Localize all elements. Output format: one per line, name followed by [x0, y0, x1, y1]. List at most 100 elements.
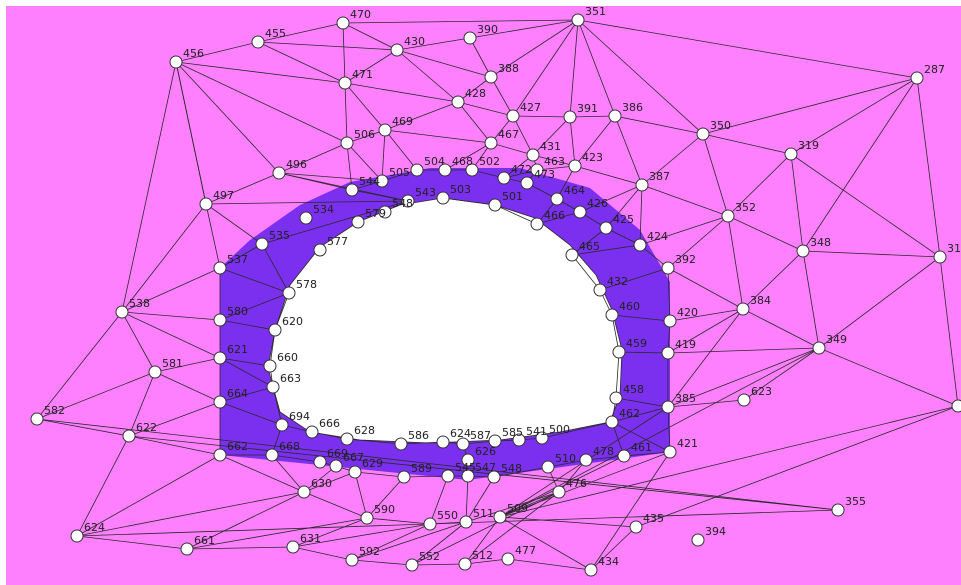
mesh-edge — [465, 475, 469, 523]
mesh-edge — [590, 526, 637, 571]
mesh-node-label: 506 — [354, 128, 375, 141]
mesh-edge — [154, 371, 221, 403]
mesh-edge — [396, 37, 471, 51]
mesh-edge — [128, 435, 839, 511]
mesh-node — [70, 529, 84, 543]
mesh-node — [737, 393, 751, 407]
mesh-edge — [186, 491, 305, 550]
mesh-edge — [623, 451, 671, 457]
mesh-edge — [384, 101, 459, 131]
mesh-node — [465, 163, 479, 177]
mesh-node — [608, 109, 622, 123]
mesh-edge — [36, 371, 156, 420]
mesh-node-label: 592 — [359, 545, 380, 558]
mesh-node-label: 465 — [579, 240, 600, 253]
mesh-edge — [384, 129, 492, 144]
mesh-node — [831, 503, 845, 517]
mesh-edge — [499, 516, 637, 528]
mesh-node-label: 458 — [623, 383, 644, 396]
mesh-edge — [569, 116, 576, 167]
mesh-node — [297, 485, 311, 499]
mesh-edge — [175, 61, 280, 174]
mesh-edge — [611, 421, 671, 453]
mesh-node — [451, 95, 465, 109]
mesh-node-label: 630 — [311, 477, 332, 490]
mesh-node-label: 424 — [647, 230, 668, 243]
mesh-node-label: 534 — [313, 203, 334, 216]
mesh-node-label: 545 — [455, 461, 476, 474]
mesh-node — [661, 400, 675, 414]
mesh-node-label: 631 — [300, 532, 321, 545]
mesh-node-label: 385 — [675, 392, 696, 405]
mesh-node-label: 629 — [362, 457, 383, 470]
mesh-edge — [128, 371, 156, 437]
mesh-node-label: 501 — [502, 190, 523, 203]
mesh-node — [579, 453, 593, 467]
mesh-edge — [76, 491, 305, 537]
mesh-edge — [175, 61, 207, 205]
mesh-edge — [219, 319, 276, 331]
mesh-node-label: 548 — [501, 462, 522, 475]
mesh-edge — [271, 454, 305, 493]
mesh-node — [609, 391, 623, 405]
mesh-edge — [507, 558, 592, 571]
mesh-edge — [354, 471, 368, 519]
mesh-node — [458, 557, 472, 571]
mesh-node-label: 582 — [44, 404, 65, 417]
mesh-edge — [278, 142, 348, 174]
mesh-edge — [667, 347, 820, 408]
mesh-node-label: 431 — [540, 140, 561, 153]
mesh-node — [784, 147, 798, 161]
mesh-edge — [571, 254, 601, 291]
mesh-node — [345, 553, 359, 567]
mesh-edge — [641, 133, 704, 186]
mesh-edge — [939, 256, 959, 407]
mesh-edge — [303, 471, 356, 493]
mesh-node — [501, 552, 515, 566]
mesh-node-label: 666 — [319, 417, 340, 430]
mesh-edge — [384, 129, 418, 171]
mesh-node-label: 578 — [296, 278, 317, 291]
mesh-edge — [292, 546, 353, 561]
mesh-node — [721, 209, 735, 223]
mesh-edge — [344, 82, 348, 144]
mesh-node-label: 459 — [626, 337, 647, 350]
mesh-node-label: 462 — [619, 407, 640, 420]
mesh-node-label: 624 — [450, 427, 471, 440]
mesh-edge — [667, 308, 744, 408]
mesh-node-label: 585 — [502, 426, 523, 439]
mesh-node — [313, 455, 327, 469]
mesh-edge — [219, 243, 263, 269]
mesh-edge — [457, 101, 514, 117]
mesh-node — [180, 542, 194, 556]
mesh-edge — [219, 386, 274, 403]
mesh-edge — [457, 76, 492, 103]
mesh-node-label: 468 — [452, 155, 473, 168]
mesh-node — [456, 437, 470, 451]
mesh-edge — [512, 115, 534, 156]
mesh-edge — [219, 357, 274, 388]
mesh-node — [571, 13, 585, 27]
mesh-node-label: 589 — [411, 462, 432, 475]
mesh-edge — [490, 142, 534, 156]
mesh-edge — [257, 22, 344, 43]
mesh-edge — [536, 211, 581, 225]
mesh-edge — [351, 521, 467, 561]
mesh-edge — [667, 215, 729, 269]
mesh-edge — [818, 256, 941, 349]
mesh-node — [633, 238, 647, 252]
mesh-edge — [76, 435, 130, 537]
mesh-edge — [457, 101, 492, 144]
mesh-edge — [790, 77, 918, 155]
mesh-edge — [292, 517, 368, 548]
mesh-node-label: 624 — [84, 521, 105, 534]
mesh-node — [394, 437, 408, 451]
mesh-edge — [292, 523, 431, 548]
mesh-edge — [342, 22, 346, 84]
mesh-edge — [36, 418, 130, 437]
mesh-node — [736, 302, 750, 316]
mesh-edge — [366, 517, 431, 525]
mesh-edge — [916, 77, 941, 258]
mesh-edge — [411, 521, 467, 566]
mesh-node — [512, 433, 526, 447]
